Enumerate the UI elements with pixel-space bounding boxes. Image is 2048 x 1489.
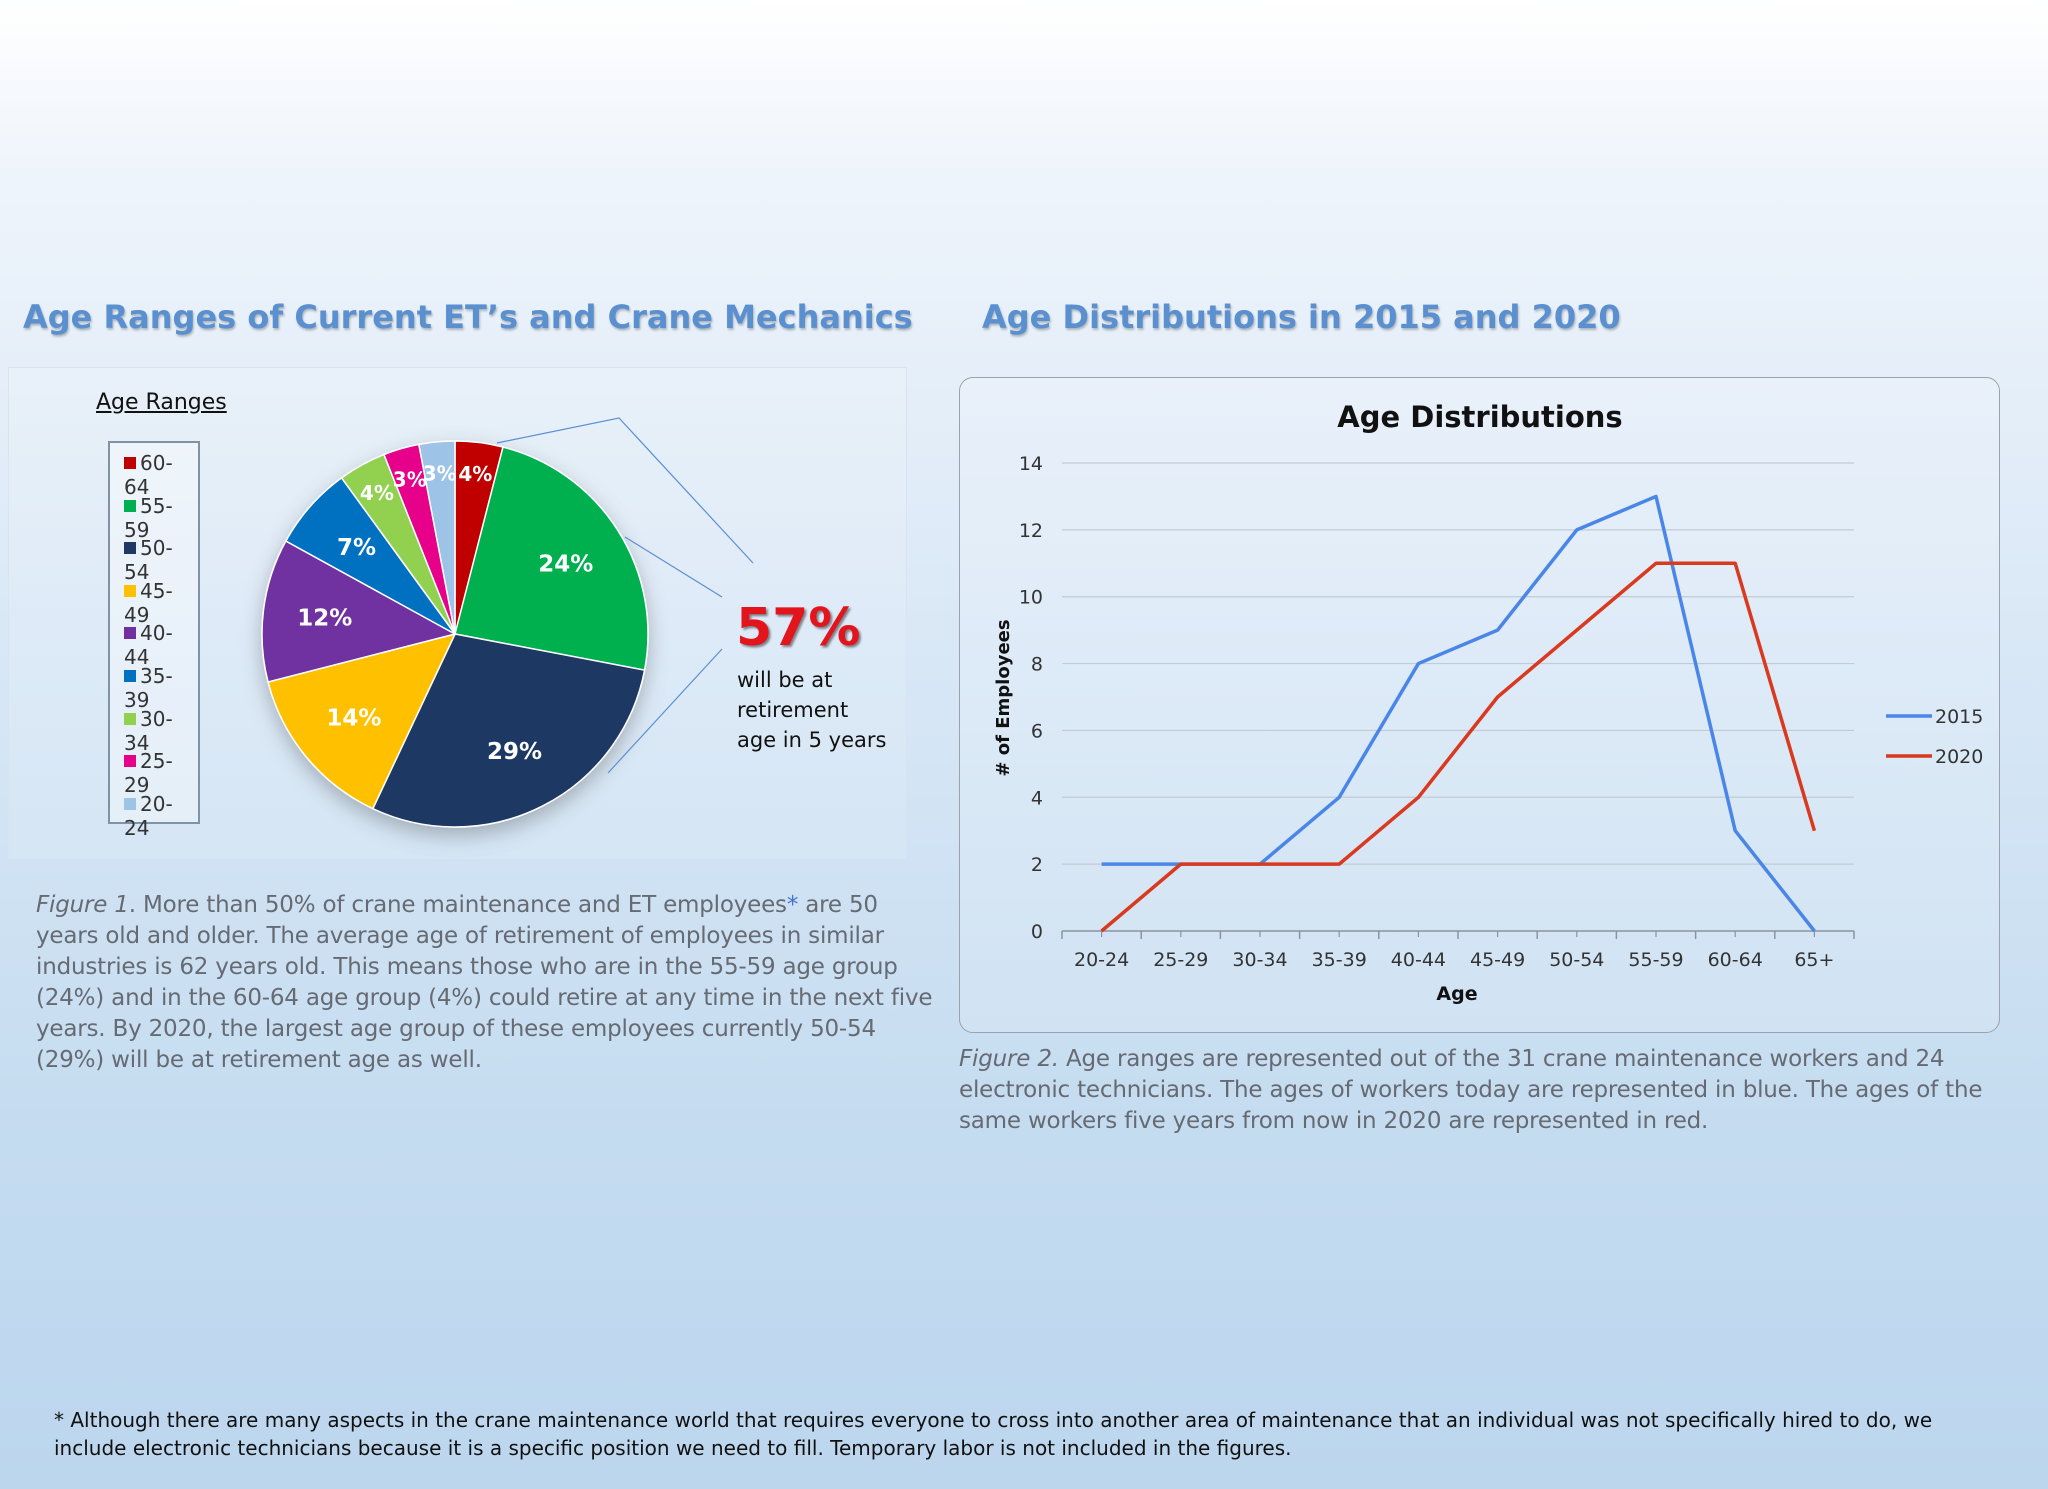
legend-swatch [124,499,136,512]
legend-swatch [124,627,136,640]
pie-slice-45-49 [267,632,457,810]
legend-swatch [124,670,136,682]
figure-2-text: Age ranges are represented out of the 31… [959,1046,1983,1134]
x-tick-label: 60-64 [1708,949,1763,971]
y-tick-label: 2 [1031,854,1043,876]
legend-label: 25-29 [124,749,173,798]
pie-label-25-29: 3% [393,467,427,491]
x-tick-label: 30-34 [1232,949,1287,971]
footnote: * Although there are many aspects in the… [54,1408,1933,1460]
line-chart-panel [959,377,2000,1033]
legend-item-30-34: 30-34 [124,707,198,755]
y-tick-label: 4 [1031,787,1043,809]
legend-item-40-44: 40-44 [124,621,198,669]
line-section-title: Age Distributions in 2015 and 2020 [982,298,1621,336]
x-tick-label: 35-39 [1312,949,1367,971]
callout-text-line-1: will be at [737,668,833,692]
pie-label-50-54: 29% [487,739,542,765]
legend-swatch [124,584,136,597]
legend-label: 40-44 [124,621,173,670]
legend-label-2020: 2020 [1935,746,1983,768]
figure-2-label: Figure 2. [959,1046,1059,1072]
pie-label-40-44: 12% [297,606,352,632]
pie-slice-55-59 [454,446,649,672]
legend-label: 20-24 [124,791,173,840]
callout-leader-bottom [607,648,723,774]
pie-label-20-24: 3% [423,462,457,486]
pie-slice-40-44 [261,540,458,683]
legend-swatch [124,797,136,810]
legend-item-45-49: 45-49 [124,579,198,627]
legend-item-55-59: 55-59 [124,494,198,542]
legend-label: 55-59 [124,493,173,542]
figure-1-text-a: . More than 50% of crane maintenance and… [128,892,787,918]
pie-slice-50-54 [371,633,646,828]
callout-leader-top [496,417,754,564]
legend-swatch [124,755,136,768]
y-tick-label: 6 [1031,720,1043,742]
x-tick-label: 40-44 [1391,949,1446,971]
figure-1-label: Figure 1 [36,892,129,918]
legend-label: 45-49 [124,578,173,627]
y-tick-label: 10 [1019,587,1043,609]
pie-slice-20-24 [417,440,456,635]
figure-1-text-b: are 50 years old and older. The average … [36,892,933,1073]
y-axis-label: # of Employees [993,619,1014,776]
x-axis-label: Age [1436,983,1477,1005]
legend-item-60-64: 60-64 [124,451,198,499]
legend-item-20-24: 20-24 [124,792,198,840]
pie-label-60-64: 4% [458,462,492,486]
legend-label: 60-64 [124,451,173,499]
callout-text-line-2: retirement [737,698,849,722]
pie-section-title: Age Ranges of Current ET’s and Crane Mec… [23,298,913,336]
pie-label-45-49: 14% [326,706,381,732]
legend-item-25-29: 25-29 [124,749,198,797]
line-chart-title: Age Distributions [1337,400,1622,434]
pie-label-30-34: 4% [360,481,394,505]
series-line-2020 [1100,561,1817,933]
x-tick-label: 20-24 [1074,949,1129,971]
footnote-marker: * [786,892,799,918]
legend-label: 35-39 [124,664,173,712]
pie-legend: 60-64 55-59 50-54 45-49 40-44 35-39 30-34 25-29… [108,441,200,840]
x-tick-label: 45-49 [1470,949,1525,971]
y-tick-label: 8 [1031,654,1043,676]
retirement-percentage: 57% [736,598,861,658]
pie-label-55-59: 24% [538,552,593,578]
legend-label-2015: 2015 [1935,706,1983,728]
figure-2-caption: Figure 2. Age ranges are represented out… [959,1044,1999,1137]
callout-text-line-3: age in 5 years [737,728,887,752]
legend-swatch [124,457,136,469]
y-tick-label: 14 [1019,453,1043,475]
legend-item-35-39: 35-39 [124,664,198,712]
x-tick-label: 50-54 [1549,949,1604,971]
x-tick-label: 55-59 [1628,949,1683,971]
legend-title: Age Ranges [96,390,227,415]
figure-1-caption: Figure 1. More than 50% of crane mainten… [36,890,946,1076]
legend-item-50-54: 50-54 [124,536,198,584]
legend-swatch [124,712,136,725]
legend-swatch [124,542,136,555]
x-tick-label: 25-29 [1153,949,1208,971]
y-tick-label: 0 [1031,921,1043,943]
pie-label-35-39: 7% [337,535,376,561]
x-tick-label: 65+ [1794,949,1834,971]
legend-label: 50-54 [124,536,173,585]
y-tick-label: 12 [1019,520,1043,542]
legend-label: 30-34 [124,706,173,755]
callout-leader-mid [624,536,723,598]
